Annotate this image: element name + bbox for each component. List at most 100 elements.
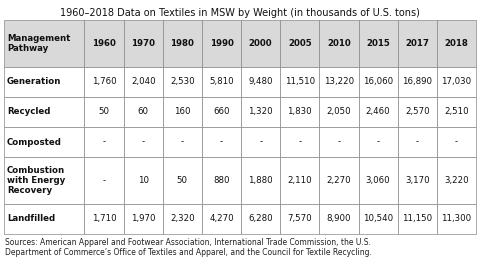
Text: 2,510: 2,510 [444,108,469,116]
Bar [202,157,241,204]
Text: Sources: American Apparel and Footwear Association, International Trade Commissi: Sources: American Apparel and Footwear A… [5,238,372,257]
Bar [359,204,398,234]
Bar [163,67,202,97]
Bar [163,97,202,127]
Bar [4,67,84,97]
Bar [359,127,398,157]
Bar [241,127,280,157]
Text: 2,050: 2,050 [327,108,351,116]
Bar [437,157,476,204]
Text: Combustion
with Energy
Recovery: Combustion with Energy Recovery [7,166,65,195]
Bar [319,127,359,157]
Text: 1990: 1990 [210,39,233,48]
Text: 1,970: 1,970 [131,214,156,223]
Text: -: - [142,138,145,147]
Text: 1,320: 1,320 [248,108,273,116]
Text: 50: 50 [98,108,109,116]
Text: 2005: 2005 [288,39,312,48]
Text: Generation: Generation [7,77,61,86]
Bar [163,204,202,234]
Text: 2,110: 2,110 [288,176,312,185]
Bar [437,97,476,127]
Text: 1970: 1970 [131,39,155,48]
Bar [84,204,124,234]
Text: 17,030: 17,030 [442,77,471,86]
Bar [319,157,359,204]
Text: 2,460: 2,460 [366,108,390,116]
Bar [124,97,163,127]
Text: -: - [181,138,184,147]
Bar [124,157,163,204]
Bar [124,67,163,97]
Text: Landfilled: Landfilled [7,214,55,223]
Bar [241,204,280,234]
Text: 2,040: 2,040 [131,77,156,86]
Text: -: - [259,138,262,147]
Bar [280,20,319,67]
Bar [241,157,280,204]
Text: Composted: Composted [7,138,62,147]
Bar [241,67,280,97]
Bar [398,204,437,234]
Text: -: - [337,138,340,147]
Text: -: - [103,176,106,185]
Text: Recycled: Recycled [7,108,50,116]
Bar [280,67,319,97]
Bar [280,204,319,234]
Bar [202,20,241,67]
Text: 16,890: 16,890 [402,77,432,86]
Text: -: - [416,138,419,147]
Text: -: - [455,138,458,147]
Bar [398,157,437,204]
Text: 880: 880 [213,176,230,185]
Bar [202,67,241,97]
Bar [437,204,476,234]
Bar [4,204,84,234]
Bar [4,127,84,157]
Text: 7,570: 7,570 [288,214,312,223]
Bar [4,20,84,67]
Text: 10: 10 [138,176,149,185]
Bar [359,157,398,204]
Bar [319,67,359,97]
Bar [398,20,437,67]
Bar [359,67,398,97]
Bar [280,97,319,127]
Text: 2010: 2010 [327,39,351,48]
Bar [84,67,124,97]
Bar [241,20,280,67]
Text: 2000: 2000 [249,39,273,48]
Text: 5,810: 5,810 [209,77,234,86]
Bar [280,127,319,157]
Bar [202,97,241,127]
Text: 660: 660 [213,108,230,116]
Bar [319,20,359,67]
Text: 3,060: 3,060 [366,176,390,185]
Bar [163,20,202,67]
Text: 1,710: 1,710 [92,214,116,223]
Bar [241,97,280,127]
Text: 13,220: 13,220 [324,77,354,86]
Text: 1960–2018 Data on Textiles in MSW by Weight (in thousands of U.S. tons): 1960–2018 Data on Textiles in MSW by Wei… [60,8,420,18]
Text: 2015: 2015 [366,39,390,48]
Bar [84,20,124,67]
Text: 4,270: 4,270 [209,214,234,223]
Bar [359,97,398,127]
Bar [163,157,202,204]
Text: 1,880: 1,880 [248,176,273,185]
Bar [280,157,319,204]
Text: -: - [376,138,380,147]
Text: 11,300: 11,300 [442,214,471,223]
Bar [398,67,437,97]
Bar [202,127,241,157]
Text: -: - [103,138,106,147]
Text: 11,510: 11,510 [285,77,315,86]
Text: 16,060: 16,060 [363,77,393,86]
Bar [437,20,476,67]
Bar [398,97,437,127]
Bar [84,157,124,204]
Text: 1,760: 1,760 [92,77,116,86]
Text: 3,170: 3,170 [405,176,430,185]
Bar [84,97,124,127]
Bar [359,20,398,67]
